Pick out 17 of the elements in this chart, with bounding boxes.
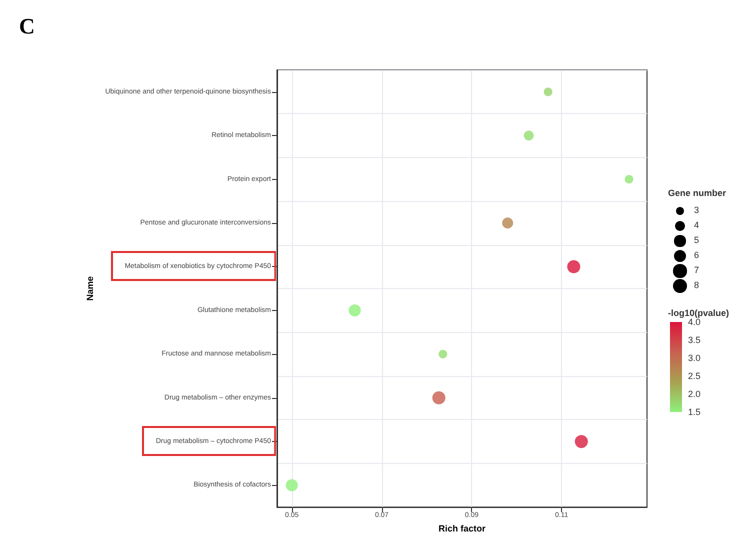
legend-title: Gene number xyxy=(668,188,726,198)
y-axis-title: Name xyxy=(84,276,95,301)
color-bar-label: 3.0 xyxy=(688,353,701,363)
color-bar-label: 1.5 xyxy=(688,407,701,417)
legend-label: 7 xyxy=(694,265,700,275)
legend-label: 6 xyxy=(694,250,700,260)
color-bar-label: 4.0 xyxy=(688,317,701,327)
legend-label: 4 xyxy=(694,220,700,230)
x-axis-title: Rich factor xyxy=(438,524,486,534)
color-bar-title: -log10(pvalue) xyxy=(668,308,730,318)
legend-label: 5 xyxy=(694,235,700,245)
color-bar-label: 2.5 xyxy=(688,371,701,381)
text: C xyxy=(19,14,35,38)
legend-label: 8 xyxy=(694,280,700,290)
color-bar-label: 2.0 xyxy=(688,389,701,399)
color-bar-label: 3.5 xyxy=(688,335,701,345)
legend-label: 3 xyxy=(694,205,700,215)
